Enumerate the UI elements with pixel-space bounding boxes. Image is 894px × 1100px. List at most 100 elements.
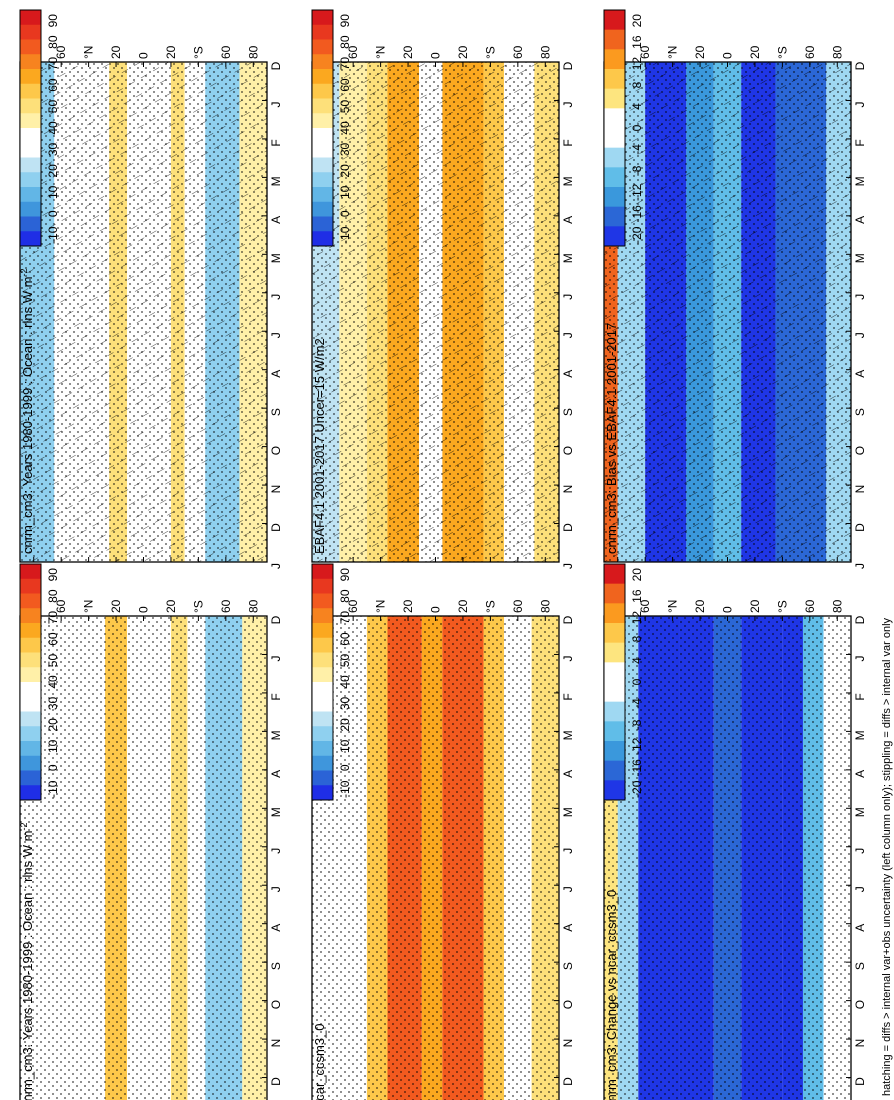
colorbar-swatch	[20, 593, 41, 609]
colorbar-swatch	[312, 711, 333, 727]
colorbar-swatch	[604, 128, 625, 149]
colorbar-tick-label: 40	[46, 675, 60, 689]
colorbar-swatch	[312, 623, 333, 639]
colorbar-tick-label: 30	[46, 696, 60, 710]
colorbar-swatch	[20, 10, 41, 26]
month-tick-label: A	[853, 924, 867, 932]
colorbar-tick-label: 10	[46, 185, 60, 199]
colorbar-tick-label: 0	[630, 678, 644, 685]
month-tick-label: D	[853, 523, 867, 532]
month-tick-label: J	[853, 655, 867, 661]
month-tick-label: O	[269, 446, 283, 455]
month-tick-label: N	[561, 485, 575, 494]
month-tick-label: D	[853, 615, 867, 624]
figure-footnote: hatching = diffs > internal var+obs unce…	[881, 617, 893, 1096]
colorbar-tick-label: 60	[46, 78, 60, 92]
month-tick-label: D	[269, 61, 283, 70]
lat-tick-label: 20	[401, 599, 415, 613]
colorbar-frame	[311, 563, 334, 801]
colorbar-tick-label: -20	[630, 780, 644, 798]
month-tick-label: S	[853, 408, 867, 416]
panel-p4: 8060°N20020°S6080DJFMAMJJASONDJncar_ccsm…	[311, 563, 575, 1100]
colorbar-tick-label: -16	[630, 205, 644, 223]
month-tick-label: S	[269, 408, 283, 416]
lat-tick-label: 20	[109, 45, 123, 59]
colorbar-swatch	[604, 721, 625, 742]
panels-layer: 80 60 °N 20 0 20 °S 60 80 D J F M A M J J A S O N D Jcnrm_cm3:…	[19, 9, 867, 1100]
colorbar-swatch	[312, 113, 333, 129]
colorbar-swatch	[312, 172, 333, 188]
colorbar-swatch	[312, 69, 333, 85]
colorbar-tick-label: -8	[630, 719, 644, 730]
colorbar-swatch	[20, 39, 41, 55]
colorbar-swatch	[604, 701, 625, 722]
lat-tick-label: 20	[748, 599, 762, 613]
month-tick-label: A	[561, 370, 575, 378]
colorbar-swatch	[20, 785, 41, 801]
panel-title: cnrm_cm3: Bias vs EBAF4.1 2001-2017	[604, 323, 619, 554]
colorbar-tick-label: 50	[46, 100, 60, 114]
colorbar-swatch	[20, 201, 41, 217]
colorbar-swatch	[20, 755, 41, 771]
lat-tick-label: 60	[638, 45, 652, 59]
lat-tick-label: °S	[191, 46, 205, 59]
colorbar-swatch	[312, 231, 333, 247]
lat-tick-label: °N	[82, 46, 96, 59]
month-tick-label: M	[853, 807, 867, 817]
colorbar-swatch	[20, 652, 41, 668]
colorbar-swatch	[20, 231, 41, 247]
lat-tick-label: 60	[346, 599, 360, 613]
lat-tick-label: 20	[456, 599, 470, 613]
stippling-overlay	[20, 616, 267, 1100]
colorbar-swatch	[312, 201, 333, 217]
month-tick-label: O	[561, 446, 575, 455]
month-tick-label: S	[269, 962, 283, 970]
month-tick-label: A	[853, 216, 867, 224]
colorbar-swatch	[604, 167, 625, 188]
colorbar-tick-label: 10	[338, 739, 352, 753]
month-tick-label: M	[561, 253, 575, 263]
colorbar-frame	[19, 9, 42, 247]
lat-tick-label: 80	[830, 599, 844, 613]
colorbar-swatch	[312, 564, 333, 580]
hatching-overlay	[312, 62, 559, 562]
colorbar-tick-label: 40	[338, 675, 352, 689]
lat-tick-label: °S	[191, 600, 205, 613]
colorbar-swatch	[20, 637, 41, 653]
month-tick-label: J	[269, 655, 283, 661]
month-tick-label: J	[561, 101, 575, 107]
month-tick-label: J	[269, 886, 283, 892]
colorbar-tick-label: 50	[338, 100, 352, 114]
colorbar-tick-label: 50	[338, 654, 352, 668]
colorbar-swatch	[20, 682, 41, 698]
colorbar-swatch	[604, 564, 625, 585]
month-tick-label: O	[853, 1000, 867, 1009]
colorbar: 90 80 70 60 50 40 30 20 10 0 -10	[311, 9, 352, 247]
colorbar-swatch	[312, 187, 333, 203]
colorbar-tick-label: 70	[46, 611, 60, 625]
colorbar: 90 80 70 60 50 40 30 20 10 0 -10	[19, 563, 60, 801]
colorbar-swatch	[20, 113, 41, 129]
lat-tick-label: 60	[54, 599, 68, 613]
colorbar-swatch	[20, 69, 41, 85]
month-tick-label: A	[269, 370, 283, 378]
lat-tick-label: 80	[246, 599, 260, 613]
colorbar-swatch	[312, 770, 333, 786]
month-tick-label: J	[561, 294, 575, 300]
colorbar-tick-label: -10	[338, 780, 352, 798]
month-tick-label: N	[269, 1039, 283, 1048]
month-tick-label: J	[853, 848, 867, 854]
colorbar-swatch	[312, 652, 333, 668]
month-tick-label: A	[853, 370, 867, 378]
colorbar-swatch	[20, 83, 41, 99]
colorbar-tick-label: 30	[46, 142, 60, 156]
colorbar-tick-label: 16	[630, 35, 644, 49]
month-tick-label: J	[561, 848, 575, 854]
month-tick-label: J	[561, 886, 575, 892]
month-tick-label: M	[853, 176, 867, 186]
panel-p6: 8060°N20020°S6080DJFMAMJJASONDJcnrm_cm3:…	[603, 563, 867, 1100]
colorbar-frame	[19, 563, 42, 801]
month-tick-label: M	[269, 253, 283, 263]
colorbar-swatch	[312, 98, 333, 114]
month-tick-label: F	[561, 693, 575, 700]
